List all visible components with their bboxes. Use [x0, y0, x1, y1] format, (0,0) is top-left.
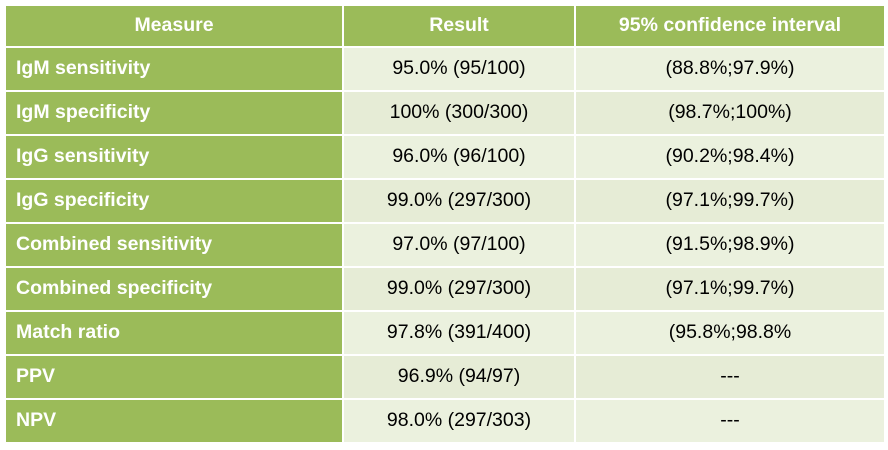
- measure-cell: PPV: [4, 354, 344, 400]
- table-row: IgM sensitivity 95.0% (95/100) (88.8%;97…: [4, 46, 886, 92]
- ci-cell: (90.2%;98.4%): [574, 134, 886, 180]
- measure-cell: Combined sensitivity: [4, 222, 344, 268]
- result-cell: 98.0% (297/303): [342, 398, 576, 444]
- result-cell: 95.0% (95/100): [342, 46, 576, 92]
- ci-cell: (97.1%;99.7%): [574, 266, 886, 312]
- ci-cell: (88.8%;97.9%): [574, 46, 886, 92]
- measure-cell: Match ratio: [4, 310, 344, 356]
- header-confidence-interval: 95% confidence interval: [574, 4, 886, 48]
- result-cell: 99.0% (297/300): [342, 178, 576, 224]
- measure-cell: IgM sensitivity: [4, 46, 344, 92]
- measure-cell: NPV: [4, 398, 344, 444]
- result-cell: 100% (300/300): [342, 90, 576, 136]
- result-cell: 97.8% (391/400): [342, 310, 576, 356]
- ci-cell: (97.1%;99.7%): [574, 178, 886, 224]
- header-result: Result: [342, 4, 576, 48]
- header-measure: Measure: [4, 4, 344, 48]
- result-cell: 97.0% (97/100): [342, 222, 576, 268]
- ci-cell: (91.5%;98.9%): [574, 222, 886, 268]
- table-row: Combined sensitivity 97.0% (97/100) (91.…: [4, 222, 886, 268]
- measure-cell: IgM specificity: [4, 90, 344, 136]
- table-row: PPV 96.9% (94/97) ---: [4, 354, 886, 400]
- result-cell: 96.0% (96/100): [342, 134, 576, 180]
- table-row: IgG specificity 99.0% (297/300) (97.1%;9…: [4, 178, 886, 224]
- table-row: Combined specificity 99.0% (297/300) (97…: [4, 266, 886, 312]
- table-row: NPV 98.0% (297/303) ---: [4, 398, 886, 444]
- table-row: IgG sensitivity 96.0% (96/100) (90.2%;98…: [4, 134, 886, 180]
- ci-cell: (98.7%;100%): [574, 90, 886, 136]
- result-cell: 99.0% (297/300): [342, 266, 576, 312]
- results-table-container: Measure Result 95% confidence interval I…: [4, 4, 886, 444]
- measure-cell: Combined specificity: [4, 266, 344, 312]
- measure-cell: IgG sensitivity: [4, 134, 344, 180]
- ci-cell: ---: [574, 354, 886, 400]
- table-row: Match ratio 97.8% (391/400) (95.8%;98.8%: [4, 310, 886, 356]
- ci-cell: ---: [574, 398, 886, 444]
- header-row: Measure Result 95% confidence interval: [4, 4, 886, 48]
- ci-cell: (95.8%;98.8%: [574, 310, 886, 356]
- results-table: Measure Result 95% confidence interval I…: [4, 4, 886, 444]
- result-cell: 96.9% (94/97): [342, 354, 576, 400]
- measure-cell: IgG specificity: [4, 178, 344, 224]
- table-row: IgM specificity 100% (300/300) (98.7%;10…: [4, 90, 886, 136]
